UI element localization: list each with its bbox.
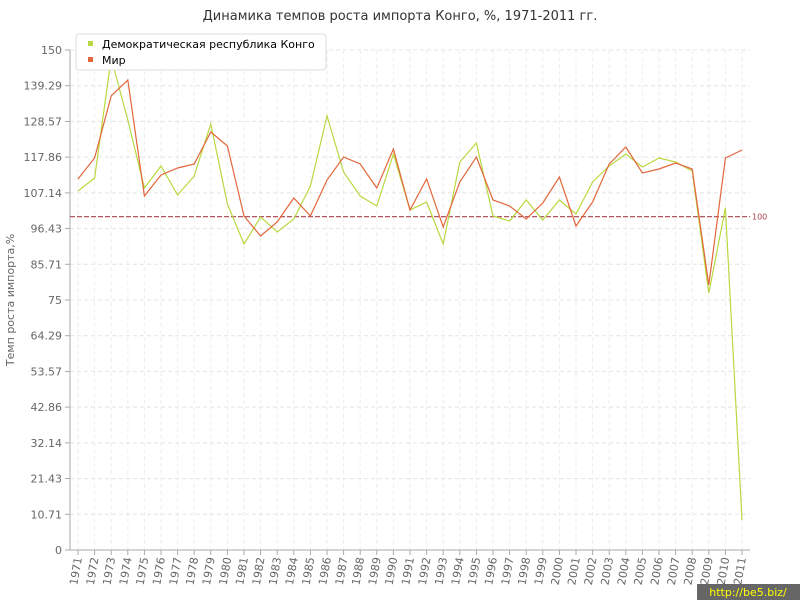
- y-tick-label: 150: [41, 44, 62, 57]
- x-tick-label: 1995: [466, 556, 484, 586]
- x-tick-label: 1977: [167, 556, 185, 586]
- x-tick-label: 2005: [632, 556, 650, 586]
- x-tick-label: 1976: [150, 556, 168, 586]
- series-line: [77, 78, 743, 286]
- x-tick-label: 1984: [283, 556, 301, 586]
- y-tick-label: 107.14: [24, 187, 63, 200]
- legend-label: Демократическая республика Конго: [102, 38, 315, 51]
- legend: Демократическая республика Конго Мир: [75, 33, 327, 71]
- watermark: http://be5.biz/: [709, 586, 787, 599]
- x-tick-label: 1975: [134, 556, 152, 586]
- x-tick-label: 2001: [565, 556, 583, 586]
- x-tick-label: 1994: [449, 556, 467, 586]
- legend-swatch: [88, 41, 93, 46]
- x-tick-label: 1973: [100, 556, 118, 586]
- x-tick-label: 1985: [300, 556, 318, 586]
- y-axis-label: Темп роста импорта,%: [4, 234, 17, 367]
- x-tick-label: 1991: [399, 556, 417, 586]
- y-tick-label: 21.43: [31, 473, 63, 486]
- x-tick-label: 1986: [316, 556, 334, 586]
- x-tick-label: 1971: [67, 556, 85, 586]
- x-tick-label: 2006: [648, 556, 666, 586]
- x-tick-label: 1992: [416, 556, 434, 586]
- y-tick-label: 10.71: [31, 508, 63, 521]
- x-tick-label: 2007: [665, 556, 683, 586]
- x-tick-label: 1983: [266, 556, 284, 586]
- x-tick-label: 1999: [532, 556, 550, 586]
- x-tick-label: 1978: [183, 556, 201, 586]
- x-tick-label: 2008: [681, 556, 699, 586]
- x-tick-label: 1987: [333, 556, 351, 586]
- chart-title: Динамика темпов роста импорта Конго, %, …: [203, 9, 598, 24]
- x-tick-label: 1972: [84, 556, 102, 586]
- y-tick-label: 42.86: [31, 401, 63, 414]
- watermark-bg: [697, 584, 800, 600]
- y-tick-label: 32.14: [31, 437, 63, 450]
- x-tick-label: 1996: [482, 556, 500, 586]
- x-tick-label: 1989: [366, 556, 384, 586]
- x-tick-label: 2003: [598, 556, 616, 586]
- x-tick-label: 2009: [698, 556, 716, 586]
- y-tick-label: 85.71: [31, 258, 63, 271]
- y-tick-label: 117.86: [24, 151, 63, 164]
- reference-label: 100: [752, 213, 767, 222]
- legend-swatch: [88, 57, 93, 62]
- y-tick-label: 0: [55, 544, 62, 557]
- x-tick-label: 1998: [515, 556, 533, 586]
- legend-box: [75, 33, 327, 71]
- x-tick-label: 2011: [731, 556, 749, 586]
- x-tick-label: 1979: [200, 556, 218, 586]
- y-tick-label: 128.57: [24, 115, 63, 128]
- legend-label: Мир: [102, 54, 126, 67]
- x-tick-label: 1980: [217, 556, 235, 586]
- y-tick-label: 75: [48, 294, 62, 307]
- y-tick-label: 139.29: [24, 80, 63, 93]
- x-tick-label: 1982: [250, 556, 268, 586]
- y-tick-label: 64.29: [31, 330, 63, 343]
- x-tick-label: 2004: [615, 556, 633, 586]
- x-tick-label: 2010: [715, 556, 733, 586]
- x-tick-label: 1997: [499, 556, 517, 586]
- y-tick-label: 96.43: [31, 223, 63, 236]
- x-tick-label: 1993: [432, 556, 450, 586]
- x-tick-label: 2000: [549, 556, 567, 586]
- x-tick-label: 1988: [349, 556, 367, 586]
- x-tick-label: 2002: [582, 556, 600, 586]
- x-tick-label: 1981: [233, 556, 251, 586]
- x-tick-label: 1974: [117, 556, 135, 586]
- x-tick-label: 1990: [383, 556, 401, 586]
- y-tick-label: 53.57: [31, 365, 63, 378]
